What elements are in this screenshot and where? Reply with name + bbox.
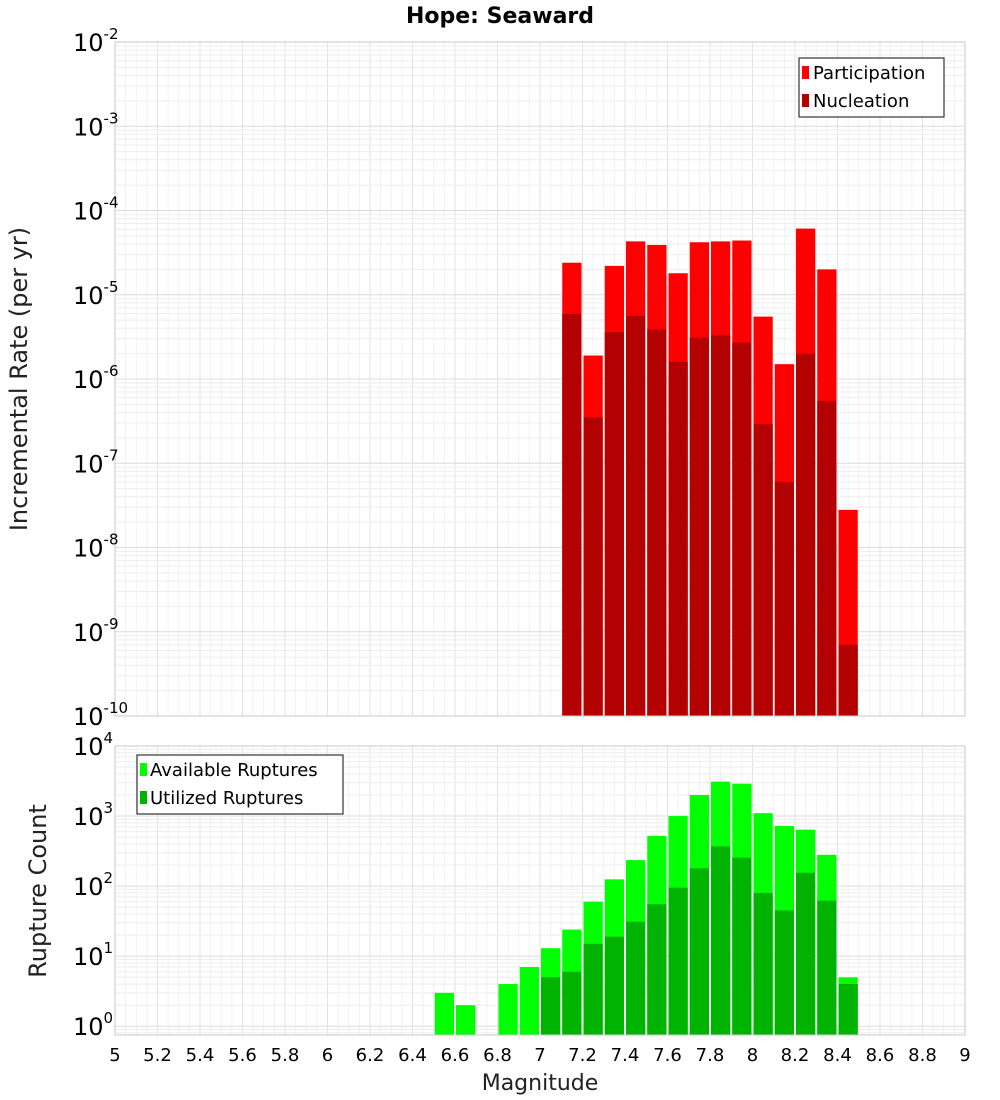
y-tick-label: 10-9 bbox=[73, 615, 119, 647]
bot-bar-available-ruptures bbox=[519, 967, 539, 1035]
top-bar-nucleation bbox=[562, 314, 582, 716]
x-tick-label: 7.4 bbox=[611, 1045, 640, 1066]
x-tick-label: 5.2 bbox=[143, 1045, 172, 1066]
y-tick-label: 10-4 bbox=[73, 194, 119, 226]
y-tick-label: 103 bbox=[73, 799, 113, 831]
bot-bar-utilized-ruptures bbox=[689, 868, 709, 1035]
y-tick-label: 101 bbox=[73, 939, 113, 971]
top-plot-panel: 10-10 10-9 10-8 10-7 10-6 10-5 10-4 10-3 10-2 In… bbox=[5, 25, 966, 731]
top-bar-nucleation bbox=[732, 342, 752, 716]
legend-label-utilized: Utilized Ruptures bbox=[150, 788, 303, 809]
x-tick-label: 5.4 bbox=[186, 1045, 215, 1066]
bottom-legend: Available Ruptures Utilized Ruptures bbox=[136, 754, 344, 815]
x-tick-label: 7.6 bbox=[653, 1045, 682, 1066]
x-axis-label: Magnitude bbox=[482, 1071, 599, 1096]
top-nucleation-bars bbox=[562, 314, 858, 716]
top-bar-nucleation bbox=[838, 644, 858, 716]
y-tick-label: 104 bbox=[73, 729, 113, 761]
bot-bar-utilized-ruptures bbox=[668, 887, 688, 1035]
top-bar-nucleation bbox=[668, 361, 688, 716]
top-bar-nucleation bbox=[774, 481, 794, 716]
y-tick-label: 102 bbox=[73, 869, 113, 901]
legend-swatch-participation bbox=[802, 66, 809, 79]
x-tick-label: 5 bbox=[109, 1045, 120, 1066]
bottom-y-tick-labels: 100 101 102 103 104 bbox=[73, 729, 113, 1041]
bot-bar-utilized-ruptures bbox=[817, 900, 837, 1035]
bot-bar-available-ruptures bbox=[498, 984, 518, 1035]
x-tick-label: 7.2 bbox=[568, 1045, 597, 1066]
y-tick-label: 10-6 bbox=[73, 362, 119, 394]
y-tick-label: 10-8 bbox=[73, 531, 119, 563]
y-tick-label: 100 bbox=[73, 1009, 113, 1041]
top-bar-nucleation bbox=[711, 335, 731, 716]
bot-bar-utilized-ruptures bbox=[838, 984, 858, 1035]
bot-bar-utilized-ruptures bbox=[604, 936, 624, 1035]
x-tick-label: 5.6 bbox=[228, 1045, 257, 1066]
x-tick-label: 6.6 bbox=[441, 1045, 470, 1066]
x-tick-label: 6.2 bbox=[356, 1045, 385, 1066]
bottom-legend-box bbox=[136, 754, 344, 815]
top-bar-nucleation bbox=[604, 332, 624, 716]
bot-bar-utilized-ruptures bbox=[753, 892, 773, 1035]
top-gridlines bbox=[114, 42, 966, 717]
bottom-plot-frame bbox=[114, 745, 966, 1036]
x-tick-label: 9 bbox=[959, 1045, 970, 1066]
bot-bar-utilized-ruptures bbox=[732, 857, 752, 1035]
top-y-axis-label: Incremental Rate (per yr) bbox=[5, 227, 33, 531]
chart-title: Hope: Seaward bbox=[406, 4, 594, 29]
y-tick-label: 10-2 bbox=[73, 25, 119, 57]
top-legend: Participation Nucleation bbox=[798, 57, 945, 118]
x-tick-label: 6 bbox=[322, 1045, 333, 1066]
top-plot-frame bbox=[114, 41, 966, 717]
legend-label-available: Available Ruptures bbox=[150, 760, 318, 781]
bot-bar-utilized-ruptures bbox=[583, 943, 603, 1035]
top-bar-nucleation bbox=[583, 417, 603, 716]
top-bar-nucleation bbox=[626, 315, 646, 716]
x-tick-labels: 5 5.2 5.4 5.6 5.8 6 6.2 6.4 6.6 6.8 7 7.2 7.4 7.6 7.8 8… bbox=[109, 1045, 970, 1066]
top-bar-nucleation bbox=[689, 337, 709, 716]
x-tick-label: 8.2 bbox=[781, 1045, 810, 1066]
x-tick-label: 8.4 bbox=[823, 1045, 852, 1066]
top-bar-nucleation bbox=[753, 424, 773, 716]
x-tick-label: 7.8 bbox=[696, 1045, 725, 1066]
bottom-plot-panel: 100 101 102 103 104 5 5.2 5.4 5.6 5.8 6 6.2 6.4 6.6 6… bbox=[24, 729, 971, 1096]
legend-swatch-available bbox=[140, 763, 147, 776]
x-tick-label: 8 bbox=[747, 1045, 758, 1066]
y-tick-label: 10-7 bbox=[73, 446, 119, 478]
x-tick-label: 7 bbox=[534, 1045, 545, 1066]
bot-bar-available-ruptures bbox=[434, 992, 454, 1035]
y-tick-label: 10-10 bbox=[73, 699, 128, 731]
bot-bar-utilized-ruptures bbox=[541, 977, 561, 1035]
top-legend-box bbox=[798, 57, 945, 118]
bot-bar-utilized-ruptures bbox=[626, 921, 646, 1035]
top-bar-nucleation bbox=[817, 400, 837, 716]
x-tick-label: 6.4 bbox=[398, 1045, 427, 1066]
legend-label-nucleation: Nucleation bbox=[813, 91, 909, 112]
legend-swatch-utilized bbox=[140, 791, 147, 804]
y-tick-label: 10-5 bbox=[73, 278, 119, 310]
legend-swatch-nucleation bbox=[802, 94, 809, 107]
top-bar-nucleation bbox=[796, 353, 816, 716]
top-y-tick-labels: 10-10 10-9 10-8 10-7 10-6 10-5 10-4 10-3 10-2 bbox=[73, 25, 128, 731]
top-bar-nucleation bbox=[647, 329, 667, 716]
x-tick-label: 5.8 bbox=[271, 1045, 300, 1066]
bottom-y-axis-label: Rupture Count bbox=[24, 804, 52, 978]
bot-bar-utilized-ruptures bbox=[562, 971, 582, 1035]
bot-bar-available-ruptures bbox=[456, 1005, 476, 1035]
bot-bar-utilized-ruptures bbox=[774, 910, 794, 1035]
bot-bar-utilized-ruptures bbox=[711, 846, 731, 1035]
y-tick-label: 10-3 bbox=[73, 109, 119, 141]
bottom-utilized-bars bbox=[541, 846, 858, 1035]
bot-bar-utilized-ruptures bbox=[796, 872, 816, 1035]
bot-bar-utilized-ruptures bbox=[647, 904, 667, 1035]
legend-label-participation: Participation bbox=[813, 63, 925, 84]
x-tick-label: 8.6 bbox=[866, 1045, 895, 1066]
x-tick-label: 6.8 bbox=[483, 1045, 512, 1066]
x-tick-label: 8.8 bbox=[908, 1045, 937, 1066]
